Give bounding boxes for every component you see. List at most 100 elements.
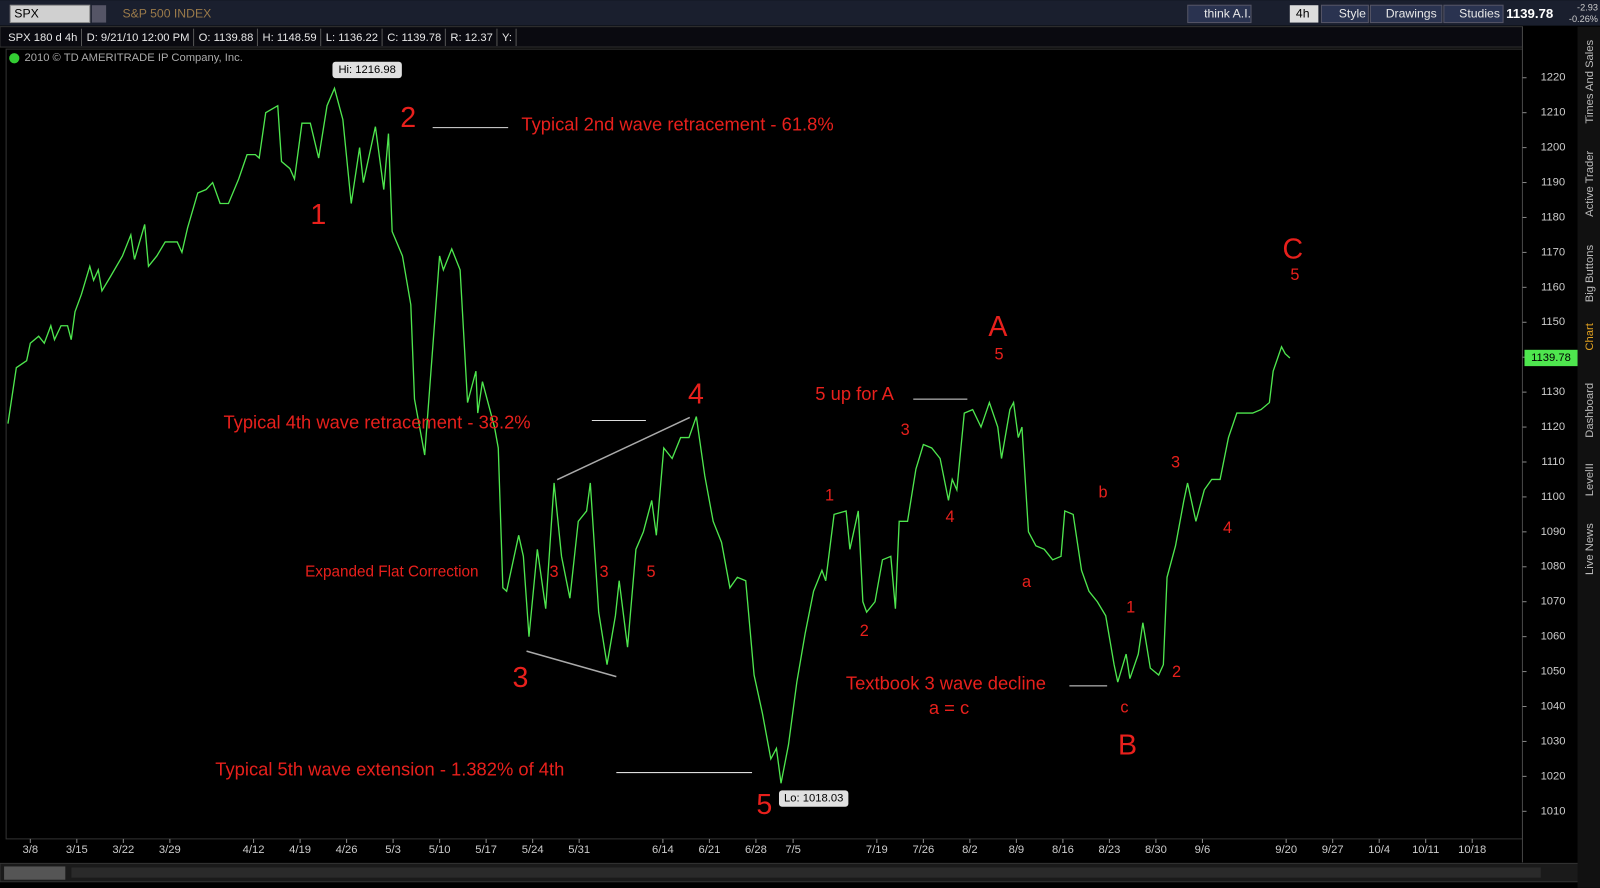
button[interactable] xyxy=(1320,4,1369,24)
wave-annotation: 5 xyxy=(756,789,772,821)
y-tick-label: 1030 xyxy=(1541,735,1566,747)
info-item: Y: xyxy=(502,32,512,44)
wave-annotation: 3 xyxy=(600,563,609,581)
x-tick-label: 8/30 xyxy=(1145,844,1167,856)
wave-annotation: Expanded Flat Correction xyxy=(305,564,478,581)
price-line xyxy=(7,86,1291,784)
wave-annotation: 5 up for A xyxy=(815,383,894,404)
side-tab[interactable]: Times And Sales xyxy=(1584,39,1596,123)
x-tick-label: 7/19 xyxy=(866,844,888,856)
button[interactable] xyxy=(1187,4,1252,24)
wave-annotation: b xyxy=(1099,483,1108,501)
wave-annotation: C xyxy=(1283,234,1304,266)
x-tick-label: 5/10 xyxy=(429,844,451,856)
extreme-label: Lo: 1018.03 xyxy=(784,793,843,805)
description: S&P 500 INDEX xyxy=(122,7,211,21)
y-tick-label: 1170 xyxy=(1541,246,1565,258)
x-tick-label: 3/29 xyxy=(159,844,181,856)
info-item: L: 1136.22 xyxy=(326,32,378,44)
change: -2.93 xyxy=(1577,3,1598,13)
x-tick-label: 10/18 xyxy=(1458,844,1486,856)
scroll-track xyxy=(71,867,1541,878)
info-icon[interactable] xyxy=(9,53,20,64)
x-tick-label: 8/2 xyxy=(962,844,978,856)
wave-annotation: c xyxy=(1120,699,1128,717)
symbol-button[interactable] xyxy=(91,5,107,23)
wave-annotation: 3 xyxy=(512,662,528,694)
copyright: 2010 © TD AMERITRADE IP Company, Inc. xyxy=(24,52,242,64)
side-panel xyxy=(1577,26,1600,888)
x-tick-label: 10/11 xyxy=(1412,844,1439,856)
wave-annotation: Typical 5th wave extension - 1.382% of 4… xyxy=(215,758,564,779)
x-tick-label: 5/24 xyxy=(522,844,544,856)
wave-annotation: 4 xyxy=(945,508,954,526)
button-label: Studies xyxy=(1459,7,1500,21)
side-tab[interactable]: Active Trader xyxy=(1584,150,1596,216)
y-tick-label: 1090 xyxy=(1541,526,1566,538)
wave-annotation: 5 xyxy=(1290,266,1299,284)
info-item: D: 9/21/10 12:00 PM xyxy=(87,32,190,44)
last-price-box xyxy=(1524,349,1578,367)
trend-lines xyxy=(526,416,691,678)
x-tick-label: 3/22 xyxy=(112,844,134,856)
button[interactable] xyxy=(1289,5,1319,23)
x-tick-label: 4/19 xyxy=(289,844,311,856)
x-tick-label: 9/6 xyxy=(1195,844,1211,856)
y-tick-label: 1130 xyxy=(1541,386,1565,398)
toolbar-buttons: think A.I. 4h Style Drawings Studies xyxy=(1187,4,1504,24)
y-tick-label: 1160 xyxy=(1541,281,1565,293)
wave-annotation: 3 xyxy=(1171,454,1180,472)
x-tick-label: 6/21 xyxy=(698,844,720,856)
info-items: SPX 180 d 4h D: 9/21/10 12:00 PM O: 1139.8… xyxy=(8,28,517,47)
info-item: H: 1148.59 xyxy=(263,32,317,44)
side-tab[interactable]: Dashboard xyxy=(1584,383,1596,438)
trend-line xyxy=(556,416,691,481)
wave-annotation: 2 xyxy=(860,622,869,640)
side-tabs: Times And Sales Active Trader Big Buttons C… xyxy=(1584,39,1596,574)
x-tick-label: 10/4 xyxy=(1368,844,1390,856)
x-tick-label: 8/23 xyxy=(1098,844,1120,856)
y-tick-label: 1200 xyxy=(1541,142,1566,154)
wave-annotation: 4 xyxy=(1223,519,1232,537)
y-tick-label: 1040 xyxy=(1541,700,1566,712)
x-tick-label: 3/15 xyxy=(66,844,88,856)
wave-annotation: Textbook 3 wave decline xyxy=(846,673,1046,694)
button-label: 4h xyxy=(1296,7,1310,21)
side-tab[interactable]: Chart xyxy=(1584,322,1596,350)
wave-annotation: 1 xyxy=(1126,599,1135,617)
wave-annotation: 1 xyxy=(310,199,326,231)
side-tab[interactable]: LevelII xyxy=(1584,463,1596,496)
wave-annotation: 2 xyxy=(1172,663,1181,681)
wave-annotation: 4 xyxy=(688,379,704,411)
y-tick-label: 1210 xyxy=(1541,107,1566,119)
last-price: 1139.78 xyxy=(1506,6,1553,21)
x-tick-label: 7/26 xyxy=(912,844,934,856)
trend-line xyxy=(526,650,617,678)
symbol-box[interactable] xyxy=(9,4,91,24)
y-tick-label: 1100 xyxy=(1541,491,1565,503)
zoom-buttons[interactable] xyxy=(4,866,66,880)
wave-annotation: 3 xyxy=(550,563,559,581)
x-tick-label: 4/26 xyxy=(336,844,358,856)
button[interactable] xyxy=(1443,4,1504,24)
y-tick-label: 1050 xyxy=(1541,666,1566,678)
info-item: O: 1139.88 xyxy=(199,32,254,44)
y-tick-label: 1010 xyxy=(1541,805,1566,817)
button[interactable] xyxy=(1369,4,1443,24)
wave-annotation: B xyxy=(1118,730,1137,762)
button-label: think A.I. xyxy=(1204,7,1251,21)
side-tab[interactable]: Live News xyxy=(1584,523,1596,575)
y-tick-label: 1070 xyxy=(1541,596,1566,608)
y-tick-label: 1120 xyxy=(1541,421,1565,433)
x-tick-label: 9/20 xyxy=(1275,844,1297,856)
button-label: Drawings xyxy=(1386,7,1437,21)
x-tick-label: 6/28 xyxy=(745,844,767,856)
y-tick-label: 1180 xyxy=(1541,211,1565,223)
side-tab[interactable]: Big Buttons xyxy=(1584,245,1596,303)
x-tick-label: 5/31 xyxy=(568,844,590,856)
wave-annotation: A xyxy=(988,311,1007,343)
x-tick-label: 5/17 xyxy=(475,844,497,856)
annotation-lines xyxy=(432,127,1108,774)
y-tick-label: 1190 xyxy=(1541,177,1565,189)
info-item: SPX 180 d 4h xyxy=(8,32,77,44)
